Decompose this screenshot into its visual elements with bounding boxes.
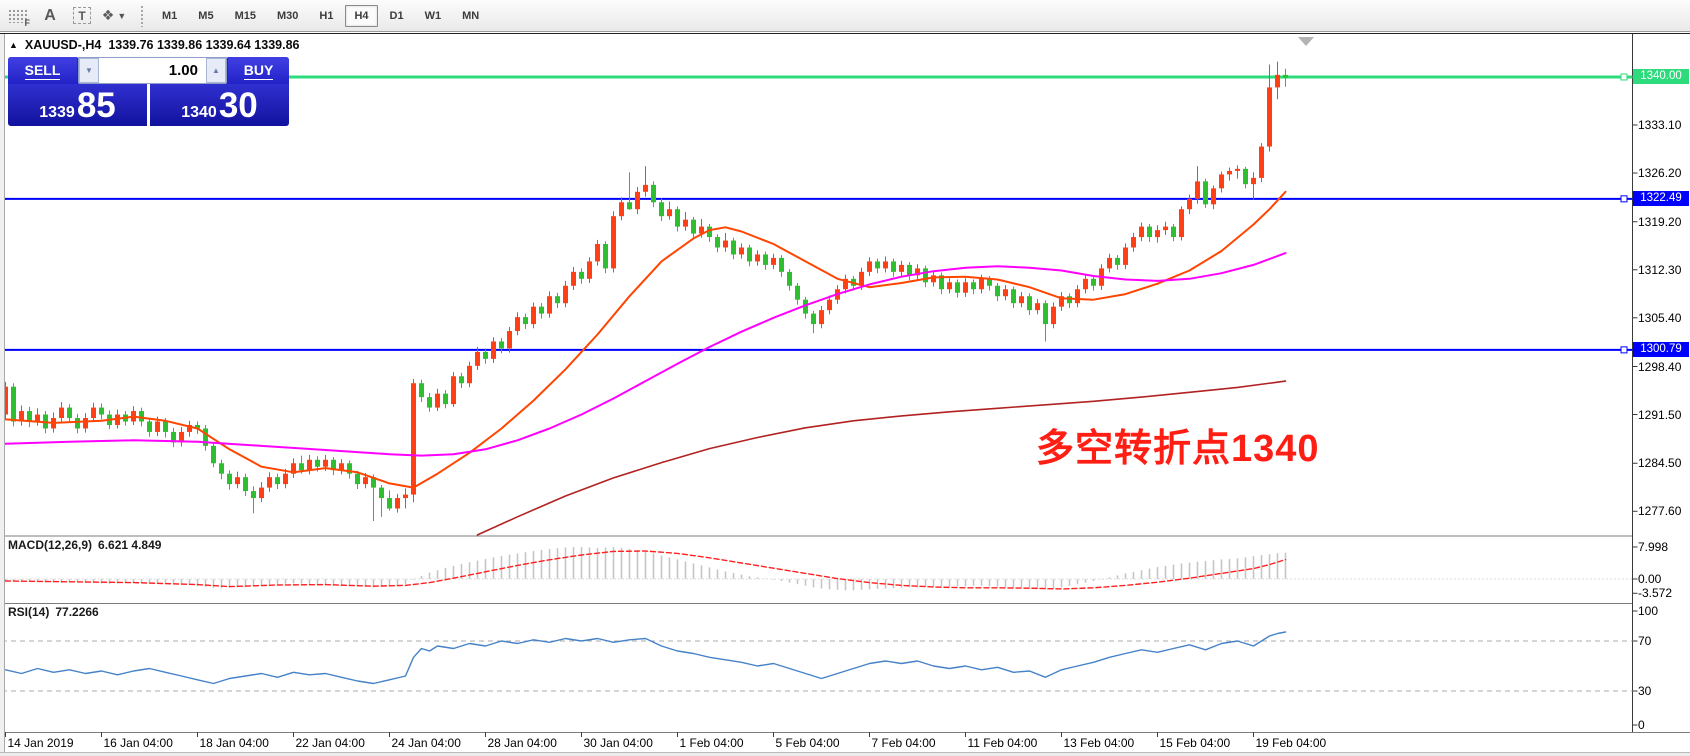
ohlc-values: 1339.76 1339.86 1339.64 1339.86 <box>108 38 300 52</box>
text-box-button[interactable]: T <box>68 3 96 29</box>
sell-button[interactable]: SELL <box>8 57 77 84</box>
window-bottom-edge <box>0 752 1690 756</box>
timeframe-button-mn[interactable]: MN <box>462 9 480 22</box>
date-axis-label: 18 Jan 04:00 <box>199 736 269 750</box>
volume-input[interactable]: 1.00 <box>168 62 198 79</box>
chart-title: ▲ XAUUSD-,H4 1339.76 1339.86 1339.64 133… <box>9 38 299 52</box>
timeframe-button-m5[interactable]: M5 <box>198 9 214 22</box>
text-box-icon: T <box>73 7 91 24</box>
timeframe-button-m15[interactable]: M15 <box>234 9 256 22</box>
sell-price-decimals: 85 <box>76 86 116 125</box>
date-axis-label: 1 Feb 04:00 <box>679 736 744 750</box>
volume-increase-button[interactable]: ▲ <box>206 58 226 83</box>
price-tick-label: 1298.40 <box>1638 359 1682 374</box>
sell-price[interactable]: 1339 85 <box>8 84 147 126</box>
date-axis-label: 22 Jan 04:00 <box>295 736 365 750</box>
date-axis-label: 11 Feb 04:00 <box>967 736 1038 750</box>
macd-tick-label: -3.572 <box>1638 586 1673 601</box>
timeframe-button-h4[interactable]: H4 <box>345 4 378 27</box>
price-line-badge: 1340.00 <box>1633 69 1689 85</box>
chart-grid-f-icon: F <box>8 8 30 28</box>
chart-shift-marker-icon[interactable] <box>1298 37 1314 46</box>
timeframe-button-m30[interactable]: M30 <box>276 9 299 22</box>
text-label-icon: A <box>44 6 56 24</box>
timeframe-button-d1[interactable]: D1 <box>389 9 404 22</box>
buy-button[interactable]: BUY <box>228 57 289 84</box>
date-axis-label: 28 Jan 04:00 <box>487 736 557 750</box>
macd-label: MACD(12,26,9) 6.621 4.849 <box>8 538 162 552</box>
chart-grid-f-button[interactable]: F <box>4 3 32 29</box>
timeframe-button-m1[interactable]: M1 <box>162 9 178 22</box>
volume-spinner: ▼ 1.00 ▲ <box>78 57 227 84</box>
rsi-tick-label: 0 <box>1638 718 1645 732</box>
timeframe-group: M1 M5 M15 M30 H1 H4 D1 W1 MN <box>153 4 488 27</box>
price-tick-label: 1319.20 <box>1638 214 1682 229</box>
chart-window: ▲ XAUUSD-,H4 1339.76 1339.86 1339.64 133… <box>0 33 1690 753</box>
date-axis-label: 16 Jan 04:00 <box>103 736 173 750</box>
price-line-badge: 1322.49 <box>1633 191 1689 207</box>
date-axis-label: 19 Feb 04:00 <box>1255 736 1327 750</box>
date-axis-label: 7 Feb 04:00 <box>871 736 936 750</box>
dropdown-caret-icon: ▼ <box>117 10 127 21</box>
volume-decrease-button[interactable]: ▼ <box>79 58 99 83</box>
toolbar-grip[interactable] <box>140 4 145 27</box>
window-left-edge <box>0 34 5 753</box>
price-tick-label: 1312.30 <box>1638 262 1682 277</box>
timeframe-button-h1[interactable]: H1 <box>319 9 334 22</box>
sell-price-integer: 1339 <box>39 104 75 121</box>
price-tick-label: 1277.60 <box>1638 504 1682 519</box>
one-click-trading-panel: SELL ▼ 1.00 ▲ BUY 1339 85 1340 30 <box>8 57 289 126</box>
text-label-button[interactable]: A <box>36 3 64 29</box>
price-chart-canvas[interactable] <box>0 34 1690 753</box>
macd-tick-label: 0.00 <box>1638 572 1662 586</box>
collapse-arrow-icon: ▲ <box>9 40 18 50</box>
price-tick-label: 1291.50 <box>1638 407 1682 422</box>
rsi-label: RSI(14) 77.2266 <box>8 605 99 619</box>
price-tick-label: 1305.40 <box>1638 310 1682 325</box>
macd-tick-label: 7.998 <box>1638 540 1669 554</box>
date-axis-label: 15 Feb 04:00 <box>1159 736 1231 750</box>
objects-icon: ❖ <box>101 7 115 23</box>
buy-price[interactable]: 1340 30 <box>150 84 289 126</box>
buy-price-integer: 1340 <box>181 104 217 121</box>
date-axis-label: 5 Feb 04:00 <box>775 736 840 750</box>
toolbar: F A T ❖ ▼ M1 M5 M15 M30 H1 H4 D1 W1 MN <box>0 0 1690 32</box>
date-axis-label: 30 Jan 04:00 <box>583 736 653 750</box>
objects-button[interactable]: ❖ ▼ <box>100 3 128 29</box>
rsi-tick-label: 70 <box>1638 634 1652 648</box>
price-tick-label: 1284.50 <box>1638 456 1682 471</box>
price-tick-label: 1333.10 <box>1638 118 1682 132</box>
date-axis-label: 13 Feb 04:00 <box>1063 736 1135 750</box>
date-axis-label: 14 Jan 2019 <box>7 736 74 750</box>
date-axis-label: 24 Jan 04:00 <box>391 736 461 750</box>
timeframe-button-w1[interactable]: W1 <box>424 9 442 22</box>
price-line-badge: 1300.79 <box>1633 342 1689 358</box>
buy-price-decimals: 30 <box>218 86 258 125</box>
rsi-tick-label: 100 <box>1638 604 1659 618</box>
symbol-name: XAUUSD-,H4 <box>24 38 102 52</box>
rsi-tick-label: 30 <box>1638 684 1652 698</box>
price-tick-label: 1326.20 <box>1638 166 1682 181</box>
chart-annotation-text: 多空转折点1340 <box>1036 428 1320 470</box>
